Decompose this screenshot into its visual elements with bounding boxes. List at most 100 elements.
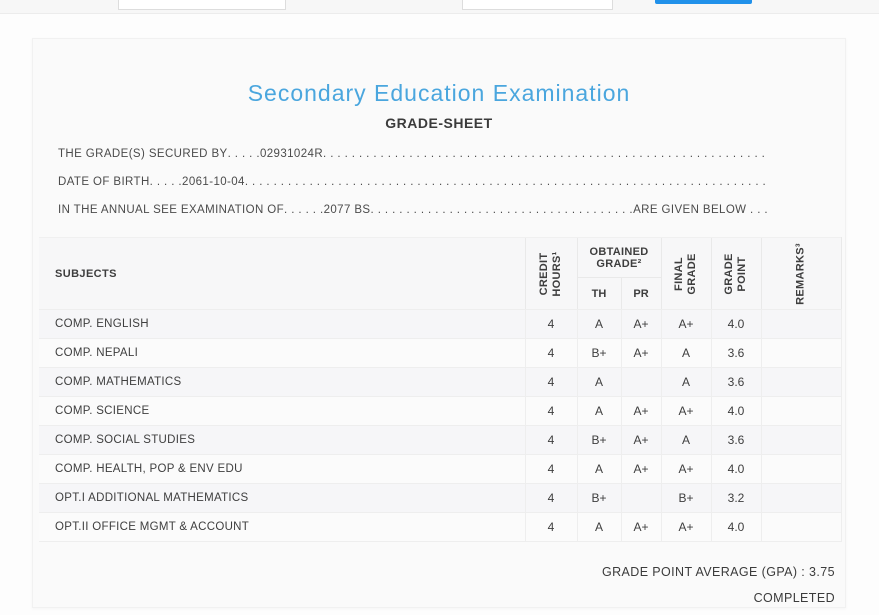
final-grade-cell: A (660, 425, 711, 455)
search-toolbar (0, 0, 879, 14)
column-header-final-grade: FINAL GRADE (660, 237, 711, 310)
final-grade-cell: A+ (660, 396, 711, 426)
pr-grade-cell: A+ (620, 396, 661, 426)
dot-separator: . . . . . (227, 148, 260, 160)
pr-grade-cell: A+ (620, 512, 661, 542)
header-line: OBTAINED (589, 245, 649, 258)
subject-cell: COMP. ENGLISH (39, 309, 525, 339)
gpa-summary: GRADE POINT AVERAGE (GPA) : 3.75 (601, 565, 835, 579)
statement-label: THE GRADE(S) SECURED BY (58, 148, 228, 160)
table-row: COMP. NEPALI 4 B+ A+ A 3.6 (39, 338, 842, 368)
final-grade-cell: A+ (660, 454, 711, 484)
remarks-cell (760, 454, 842, 484)
header-line: GRADE² (596, 257, 642, 270)
column-header-remarks: REMARKS³ (760, 237, 842, 310)
remarks-cell (760, 309, 842, 339)
symbol-number-value: 02931024R (259, 148, 324, 160)
final-grade-cell: A+ (660, 309, 711, 339)
pr-grade-cell (620, 483, 661, 513)
statement-block: THE GRADE(S) SECURED BY . . . . . 029310… (58, 140, 768, 224)
credit-cell: 4 (524, 309, 577, 339)
exam-year-value: 2077 BS (323, 204, 371, 216)
search-button[interactable] (655, 0, 752, 4)
pr-grade-cell: A+ (620, 454, 661, 484)
header-line: GRADE (723, 252, 735, 295)
subject-cell: COMP. HEALTH, POP & ENV EDU (39, 454, 525, 484)
grade-sheet-heading: GRADE-SHEET (385, 115, 493, 131)
subject-cell: COMP. SOCIAL STUDIES (39, 425, 525, 455)
table-row: COMP. ENGLISH 4 A A+ A+ 4.0 (39, 309, 842, 339)
grade-point-cell: 4.0 (710, 309, 761, 339)
remarks-cell (760, 367, 842, 397)
grade-point-cell: 4.0 (710, 396, 761, 426)
grade-point-cell: 4.0 (710, 512, 761, 542)
column-header-subjects: SUBJECTS (39, 237, 525, 310)
pr-grade-cell: A+ (620, 425, 661, 455)
th-grade-cell: A (576, 396, 621, 426)
header-line: FINAL (673, 256, 685, 291)
statement-examination-year: IN THE ANNUAL SEE EXAMINATION OF . . . .… (58, 196, 768, 224)
credit-cell: 4 (524, 367, 577, 397)
column-header-pr: PR (620, 277, 661, 310)
header-line: POINT (736, 255, 748, 292)
dot-leader: . . . . . . . . . . . . . . . . . . . . … (370, 204, 634, 216)
grade-point-cell: 3.2 (710, 483, 761, 513)
th-grade-cell: B+ (576, 338, 621, 368)
date-of-birth-input[interactable] (462, 0, 613, 10)
column-header-obtained-grade: OBTAINED GRADE² (576, 237, 661, 278)
dot-separator: . . . . . . (284, 204, 324, 216)
remarks-cell (760, 425, 842, 455)
th-grade-cell: A (576, 454, 621, 484)
final-grade-cell: A (660, 338, 711, 368)
grade-sheet-card: Secondary Education Examination GRADE-SH… (32, 38, 846, 608)
grade-table: SUBJECTS CREDIT HOURS¹ OBTAINED GRADE² F… (39, 237, 842, 542)
pr-grade-cell: A+ (620, 309, 661, 339)
final-grade-cell: A (660, 367, 711, 397)
statement-date-of-birth: DATE OF BIRTH . . . . . 2061-10-04. . . … (58, 168, 768, 196)
remarks-cell (760, 338, 842, 368)
credit-cell: 4 (524, 454, 577, 484)
table-row: OPT.I ADDITIONAL MATHEMATICS 4 B+ B+ 3.2 (39, 483, 842, 513)
statement-grades-secured-by: THE GRADE(S) SECURED BY . . . . . 029310… (58, 140, 768, 168)
pr-grade-cell (620, 367, 661, 397)
grade-point-cell: 4.0 (710, 454, 761, 484)
th-grade-cell: B+ (576, 425, 621, 455)
statement-label: IN THE ANNUAL SEE EXAMINATION OF (58, 204, 285, 216)
table-row: COMP. MATHEMATICS 4 A A 3.6 (39, 367, 842, 397)
completion-status: COMPLETED (753, 591, 835, 605)
column-header-th: TH (576, 277, 621, 310)
subject-cell: OPT.I ADDITIONAL MATHEMATICS (39, 483, 525, 513)
remarks-cell (760, 396, 842, 426)
final-grade-cell: A+ (660, 512, 711, 542)
subject-cell: COMP. NEPALI (39, 338, 525, 368)
column-header-credit-hours: CREDIT HOURS¹ (524, 237, 577, 310)
credit-cell: 4 (524, 512, 577, 542)
header-line: HOURS¹ (551, 250, 563, 297)
credit-cell: 4 (524, 483, 577, 513)
credit-cell: 4 (524, 396, 577, 426)
table-row: COMP. HEALTH, POP & ENV EDU 4 A A+ A+ 4.… (39, 454, 842, 484)
symbol-number-input[interactable] (118, 0, 286, 10)
grade-point-cell: 3.6 (710, 425, 761, 455)
subject-cell: COMP. MATHEMATICS (39, 367, 525, 397)
page-title: Secondary Education Examination (247, 80, 631, 106)
table-row: OPT.II OFFICE MGMT & ACCOUNT 4 A A+ A+ 4… (39, 512, 842, 542)
grade-point-cell: 3.6 (710, 338, 761, 368)
credit-cell: 4 (524, 338, 577, 368)
th-grade-cell: A (576, 512, 621, 542)
grade-point-cell: 3.6 (710, 367, 761, 397)
dot-leader: . . . . . . . . . . . . . . . . . . . . … (244, 176, 768, 188)
th-grade-cell: A (576, 367, 621, 397)
subject-cell: COMP. SCIENCE (39, 396, 525, 426)
final-grade-cell: B+ (660, 483, 711, 513)
remarks-cell (760, 512, 842, 542)
th-grade-cell: B+ (576, 483, 621, 513)
th-grade-cell: A (576, 309, 621, 339)
statement-suffix: ARE GIVEN BELOW . . . (633, 204, 768, 216)
table-row: COMP. SCIENCE 4 A A+ A+ 4.0 (39, 396, 842, 426)
pr-grade-cell: A+ (620, 338, 661, 368)
header-line: GRADE (686, 252, 698, 295)
column-header-grade-point: GRADE POINT (710, 237, 761, 310)
table-row: COMP. SOCIAL STUDIES 4 B+ A+ A 3.6 (39, 425, 842, 455)
credit-cell: 4 (524, 425, 577, 455)
